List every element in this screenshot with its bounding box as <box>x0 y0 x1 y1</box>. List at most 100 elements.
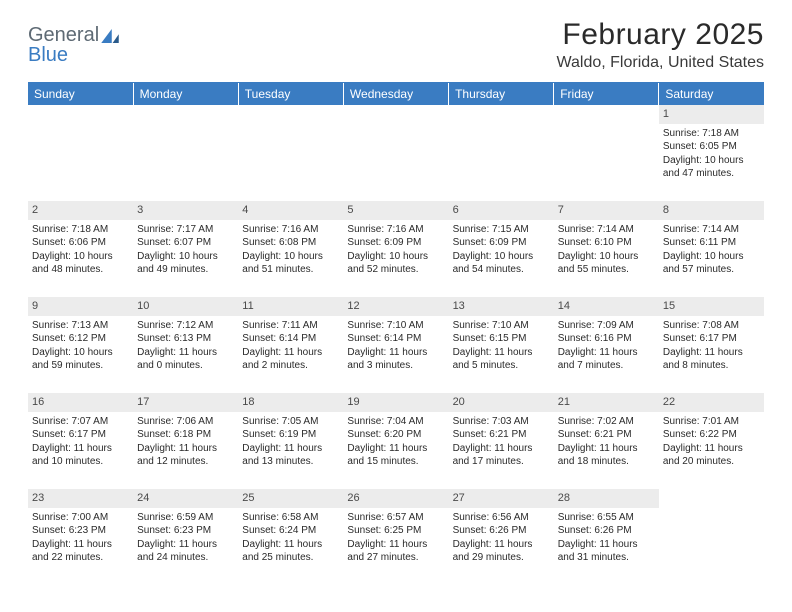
daylight1-text: Daylight: 11 hours <box>347 346 444 360</box>
calendar-cell: 8Sunrise: 7:14 AMSunset: 6:11 PMDaylight… <box>659 201 764 297</box>
calendar-cell: 27Sunrise: 6:56 AMSunset: 6:26 PMDayligh… <box>449 489 554 585</box>
calendar-cell: 17Sunrise: 7:06 AMSunset: 6:18 PMDayligh… <box>133 393 238 489</box>
daylight2-text: and 27 minutes. <box>347 551 444 565</box>
calendar-cell: 19Sunrise: 7:04 AMSunset: 6:20 PMDayligh… <box>343 393 448 489</box>
sunrise-text: Sunrise: 7:00 AM <box>32 511 129 525</box>
sunrise-text: Sunrise: 7:11 AM <box>242 319 339 333</box>
calendar-cell: 2Sunrise: 7:18 AMSunset: 6:06 PMDaylight… <box>28 201 133 297</box>
calendar-cell: 9Sunrise: 7:13 AMSunset: 6:12 PMDaylight… <box>28 297 133 393</box>
daylight1-text: Daylight: 11 hours <box>137 538 234 552</box>
logo: General <box>28 18 121 47</box>
sunset-text: Sunset: 6:21 PM <box>558 428 655 442</box>
daylight1-text: Daylight: 10 hours <box>558 250 655 264</box>
sunrise-text: Sunrise: 7:14 AM <box>663 223 760 237</box>
calendar-body: 1 Sunrise: 7:18 AM Sunset: 6:05 PM Daylight… <box>28 105 764 585</box>
daylight1-text: Daylight: 11 hours <box>137 346 234 360</box>
sunset-text: Sunset: 6:19 PM <box>242 428 339 442</box>
sunset-text: Sunset: 6:09 PM <box>453 236 550 250</box>
daylight2-text: and 48 minutes. <box>32 263 129 277</box>
sunset-text: Sunset: 6:05 PM <box>663 140 760 154</box>
calendar-cell: 6Sunrise: 7:15 AMSunset: 6:09 PMDaylight… <box>449 201 554 297</box>
sunset-text: Sunset: 6:09 PM <box>347 236 444 250</box>
day-number: 12 <box>343 297 448 316</box>
daylight2-text: and 51 minutes. <box>242 263 339 277</box>
calendar-cell <box>28 105 133 201</box>
sunset-text: Sunset: 6:07 PM <box>137 236 234 250</box>
daylight1-text: Daylight: 10 hours <box>32 346 129 360</box>
calendar-cell <box>343 105 448 201</box>
sunrise-text: Sunrise: 7:16 AM <box>347 223 444 237</box>
day-number: 3 <box>133 201 238 220</box>
day-number: 14 <box>554 297 659 316</box>
daylight1-text: Daylight: 11 hours <box>558 538 655 552</box>
sunset-text: Sunset: 6:24 PM <box>242 524 339 538</box>
day-number: 23 <box>28 489 133 508</box>
sunrise-text: Sunrise: 7:06 AM <box>137 415 234 429</box>
sunrise-text: Sunrise: 7:12 AM <box>137 319 234 333</box>
calendar-cell: 11 Sunrise: 7:11 AMSunset: 6:14 PMDayligh… <box>238 297 343 393</box>
sunset-text: Sunset: 6:08 PM <box>242 236 339 250</box>
day-number: 5 <box>343 201 448 220</box>
sunrise-text: Sunrise: 7:10 AM <box>453 319 550 333</box>
sunset-text: Sunset: 6:11 PM <box>663 236 760 250</box>
daylight1-text: Daylight: 11 hours <box>453 538 550 552</box>
daylight2-text: and 12 minutes. <box>137 455 234 469</box>
daylight1-text: Daylight: 10 hours <box>137 250 234 264</box>
calendar-cell: 12Sunrise: 7:10 AMSunset: 6:14 PMDayligh… <box>343 297 448 393</box>
sunset-text: Sunset: 6:13 PM <box>137 332 234 346</box>
daylight2-text: and 18 minutes. <box>558 455 655 469</box>
day-number: 21 <box>554 393 659 412</box>
sunset-text: Sunset: 6:14 PM <box>242 332 339 346</box>
day-number: 2 <box>28 201 133 220</box>
daylight1-text: Daylight: 11 hours <box>347 538 444 552</box>
calendar-cell: 4Sunrise: 7:16 AMSunset: 6:08 PMDaylight… <box>238 201 343 297</box>
calendar-page: General February 2025 Waldo, Florida, Un… <box>0 0 792 595</box>
daylight2-text: and 17 minutes. <box>453 455 550 469</box>
sunset-text: Sunset: 6:26 PM <box>558 524 655 538</box>
calendar-cell: 25Sunrise: 6:58 AMSunset: 6:24 PMDayligh… <box>238 489 343 585</box>
daylight2-text: and 29 minutes. <box>453 551 550 565</box>
daylight1-text: Daylight: 11 hours <box>242 346 339 360</box>
calendar-cell: 23Sunrise: 7:00 AMSunset: 6:23 PMDayligh… <box>28 489 133 585</box>
daylight1-text: Daylight: 11 hours <box>663 442 760 456</box>
dow-header: Tuesday <box>238 83 343 105</box>
calendar-cell: 5 Sunrise: 7:16 AMSunset: 6:09 PMDaylight… <box>343 201 448 297</box>
sunset-text: Sunset: 6:22 PM <box>663 428 760 442</box>
daylight1-text: Daylight: 10 hours <box>347 250 444 264</box>
day-number: 27 <box>449 489 554 508</box>
daylight2-text: and 8 minutes. <box>663 359 760 373</box>
daylight1-text: Daylight: 11 hours <box>32 538 129 552</box>
day-number: 4 <box>238 201 343 220</box>
day-number: 9 <box>28 297 133 316</box>
sunrise-text: Sunrise: 7:07 AM <box>32 415 129 429</box>
daylight1-text: Daylight: 11 hours <box>663 346 760 360</box>
day-number: 7 <box>554 201 659 220</box>
day-number: 11 <box>238 297 343 316</box>
calendar-cell: 14Sunrise: 7:09 AMSunset: 6:16 PMDayligh… <box>554 297 659 393</box>
day-number: 19 <box>343 393 448 412</box>
calendar-cell: 3Sunrise: 7:17 AMSunset: 6:07 PMDaylight… <box>133 201 238 297</box>
daylight2-text: and 57 minutes. <box>663 263 760 277</box>
calendar-week: 16Sunrise: 7:07 AMSunset: 6:17 PMDayligh… <box>28 393 764 489</box>
calendar-cell <box>554 105 659 201</box>
calendar-table: SundayMondayTuesdayWednesdayThursdayFrid… <box>28 83 764 585</box>
dow-header: Friday <box>554 83 659 105</box>
sunrise-text: Sunrise: 7:02 AM <box>558 415 655 429</box>
day-number: 24 <box>133 489 238 508</box>
month-title: February 2025 <box>557 18 765 52</box>
daylight1-text: Daylight: 11 hours <box>558 442 655 456</box>
sunrise-text: Sunrise: 7:04 AM <box>347 415 444 429</box>
calendar-cell: 22Sunrise: 7:01 AMSunset: 6:22 PMDayligh… <box>659 393 764 489</box>
sunrise-text: Sunrise: 7:13 AM <box>32 319 129 333</box>
sunrise-text: Sunrise: 7:18 AM <box>32 223 129 237</box>
sunrise-text: Sunrise: 7:14 AM <box>558 223 655 237</box>
daylight1-text: Daylight: 11 hours <box>453 442 550 456</box>
dow-header: Wednesday <box>343 83 448 105</box>
sunrise-text: Sunrise: 6:58 AM <box>242 511 339 525</box>
dow-header: Sunday <box>28 83 133 105</box>
day-number: 22 <box>659 393 764 412</box>
day-number: 28 <box>554 489 659 508</box>
sunset-text: Sunset: 6:16 PM <box>558 332 655 346</box>
day-number: 1 <box>659 105 764 124</box>
sunset-text: Sunset: 6:15 PM <box>453 332 550 346</box>
